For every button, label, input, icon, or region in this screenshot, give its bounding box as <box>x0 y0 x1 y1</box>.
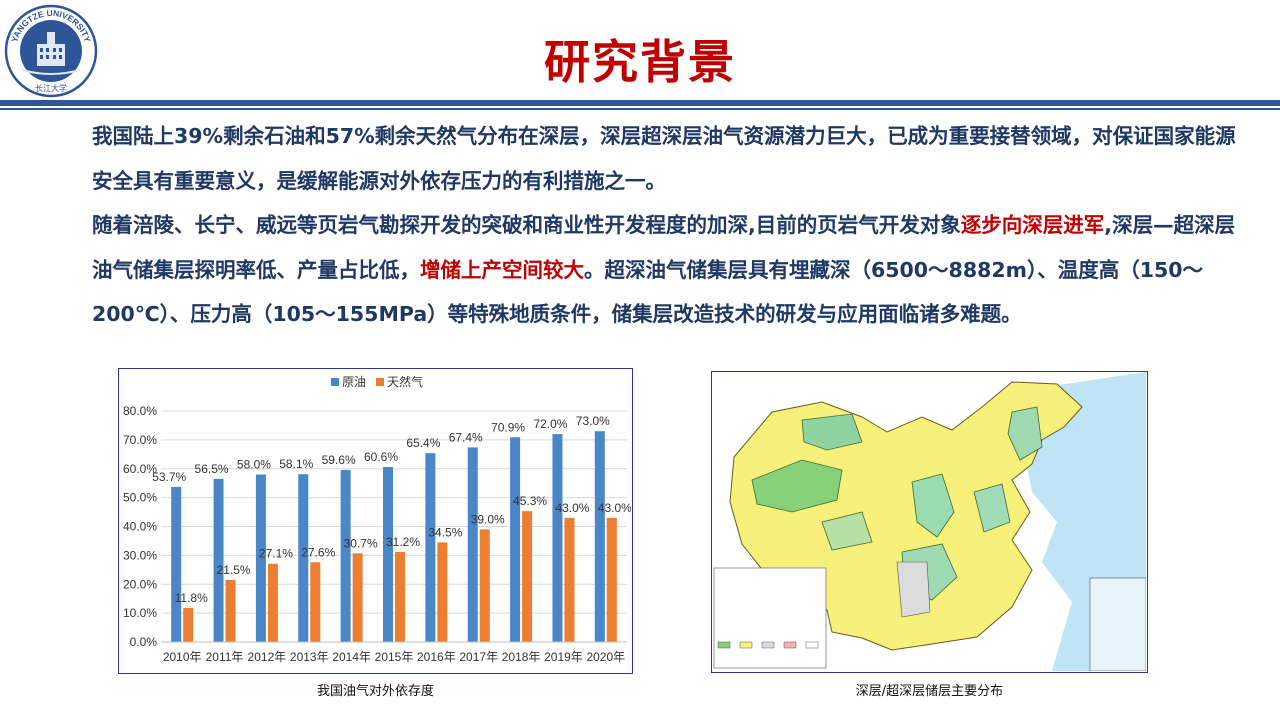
gas-data-label: 30.7% <box>344 536 378 550</box>
legend-swatch <box>331 378 339 386</box>
logo-seal-text: 长江大学 <box>35 83 67 93</box>
x-tick-label: 2018年 <box>502 650 541 664</box>
oil-data-label: 58.1% <box>279 457 313 471</box>
paragraph-1: 我国陆上39%剩余石油和57%剩余天然气分布在深层，深层超深层油气资源潜力巨大，… <box>92 124 1236 193</box>
gas-data-label: 39.0% <box>471 512 505 526</box>
oil-data-label: 70.9% <box>491 420 525 434</box>
legend-label: 原油 <box>342 375 366 389</box>
gas-data-label: 11.8% <box>175 591 208 605</box>
header-divider <box>0 100 1280 106</box>
basin-songliao <box>1007 406 1043 461</box>
gas-bar <box>310 562 321 642</box>
basin-junggar <box>801 413 863 451</box>
x-tick-label: 2014年 <box>332 650 371 664</box>
x-tick-label: 2010年 <box>163 650 202 664</box>
oil-bar <box>340 469 351 642</box>
legend-panel <box>713 567 827 669</box>
oil-bar <box>467 447 478 642</box>
header-divider-thin <box>0 108 1280 110</box>
reservoir-distribution-map <box>712 372 1147 672</box>
basin-tarim <box>751 459 843 513</box>
map-caption: 深层/超深层储层主要分布 <box>855 684 1004 699</box>
x-tick-label: 2012年 <box>248 650 287 664</box>
oil-bar <box>552 434 563 642</box>
oil-data-label: 72.0% <box>533 417 567 431</box>
oil-bar <box>298 474 309 642</box>
paragraph-2-part-2: ,深层—超深层油气储集层探明率低、产量占比低， <box>92 213 1236 282</box>
oil-data-label: 53.7% <box>152 470 186 484</box>
page-title: 研究背景 <box>544 35 736 89</box>
gas-bar <box>183 607 194 642</box>
oil-bar <box>425 453 436 642</box>
basin-bohai <box>973 483 1011 533</box>
paragraph-2-part-3: 。超深油气储集层具有埋藏深（6500～8882m）、温度高（150～200℃）、… <box>92 257 1204 327</box>
legend-swatches <box>717 641 819 649</box>
legend-swatch <box>376 378 384 386</box>
highlight-deep-advance: 逐步向深层进军 <box>960 213 1105 237</box>
gas-bar <box>352 553 363 642</box>
gas-data-label: 27.6% <box>301 545 335 559</box>
university-logo: YANGTZE UNIVERSITY 长江大学 <box>4 4 98 98</box>
x-tick-label: 2011年 <box>206 650 244 664</box>
gas-data-label: 45.3% <box>513 494 547 508</box>
paragraph-2-part-1: 随着涪陵、长宁、威远等页岩气勘探开发的突破和商业性开发程度的加深,目前的页岩气开… <box>92 213 961 237</box>
highlight-reserve-growth: 增储上产空间较大 <box>420 257 584 282</box>
y-tick-label: 30.0% <box>123 548 157 562</box>
oil-data-label: 60.6% <box>364 450 398 464</box>
oil-data-label: 56.5% <box>195 462 229 476</box>
slide-header: YANGTZE UNIVERSITY 长江大学 研究背景 <box>0 0 1280 110</box>
gas-bar <box>395 551 405 642</box>
oil-data-label: 73.0% <box>576 414 610 428</box>
y-tick-label: 20.0% <box>123 577 157 591</box>
y-tick-label: 0.0% <box>130 635 158 649</box>
basin-ordos <box>911 473 955 538</box>
gas-bar <box>267 563 278 642</box>
oil-data-label: 58.0% <box>237 458 271 472</box>
gas-bar <box>225 579 236 642</box>
gas-data-label: 21.5% <box>217 563 251 577</box>
legend-label: 天然气 <box>387 374 423 389</box>
dependency-bar-chart: 0.0% 10.0% 20.0% 30.0% 40.0% 50.0% 60.0% 70.0% 8… <box>123 374 632 664</box>
oil-bar <box>594 431 605 642</box>
oil-data-label: 67.4% <box>449 430 483 444</box>
x-tick-label: 2013年 <box>290 650 329 664</box>
oil-bar <box>171 486 182 642</box>
y-tick-label: 70.0% <box>123 433 157 447</box>
gas-data-label: 43.0% <box>598 501 631 515</box>
x-tick-label: 2020年 <box>586 650 625 664</box>
paragraph-2: 随着涪陵、长宁、威远等页岩气勘探开发的突破和商业性开发程度的加深,目前的页岩气开… <box>44 203 1240 337</box>
x-tick-label: 2015年 <box>375 650 414 664</box>
hatched-zone <box>896 561 931 618</box>
reservoir-map-frame <box>711 371 1148 673</box>
y-tick-label: 50.0% <box>123 491 157 505</box>
x-tick-label: 2019年 <box>544 650 583 664</box>
y-tick-label: 60.0% <box>123 462 157 476</box>
y-tick-label: 10.0% <box>123 606 157 620</box>
gas-bar <box>606 517 617 642</box>
gas-data-label: 34.5% <box>428 525 462 539</box>
gas-bar <box>522 511 533 642</box>
y-tick-label: 40.0% <box>123 520 157 534</box>
dependency-chart-frame: 0.0% 10.0% 20.0% 30.0% 40.0% 50.0% 60.0% 70.0% 8… <box>118 368 633 674</box>
oil-bar <box>213 478 224 642</box>
gas-data-label: 43.0% <box>555 501 589 515</box>
gas-bar <box>564 517 575 642</box>
oil-data-label: 59.6% <box>322 453 356 467</box>
basin-qaidam <box>821 511 873 551</box>
oil-bar <box>383 467 393 642</box>
gas-data-label: 27.1% <box>259 547 293 561</box>
gas-bar <box>437 542 448 642</box>
oil-data-label: 65.4% <box>406 436 440 450</box>
body-text: 我国陆上39%剩余石油和57%剩余天然气分布在深层，深层超深层油气资源潜力巨大，… <box>44 114 1240 337</box>
inset-map <box>1089 577 1147 672</box>
chart-caption: 我国油气对外依存度 <box>316 684 434 699</box>
oil-bar <box>510 437 521 642</box>
oil-bar <box>255 474 266 642</box>
gas-data-label: 31.2% <box>386 535 420 549</box>
x-tick-label: 2017年 <box>459 650 498 664</box>
y-tick-label: 80.0% <box>123 404 157 418</box>
x-tick-label: 2016年 <box>417 650 456 664</box>
gas-bar <box>479 529 490 642</box>
